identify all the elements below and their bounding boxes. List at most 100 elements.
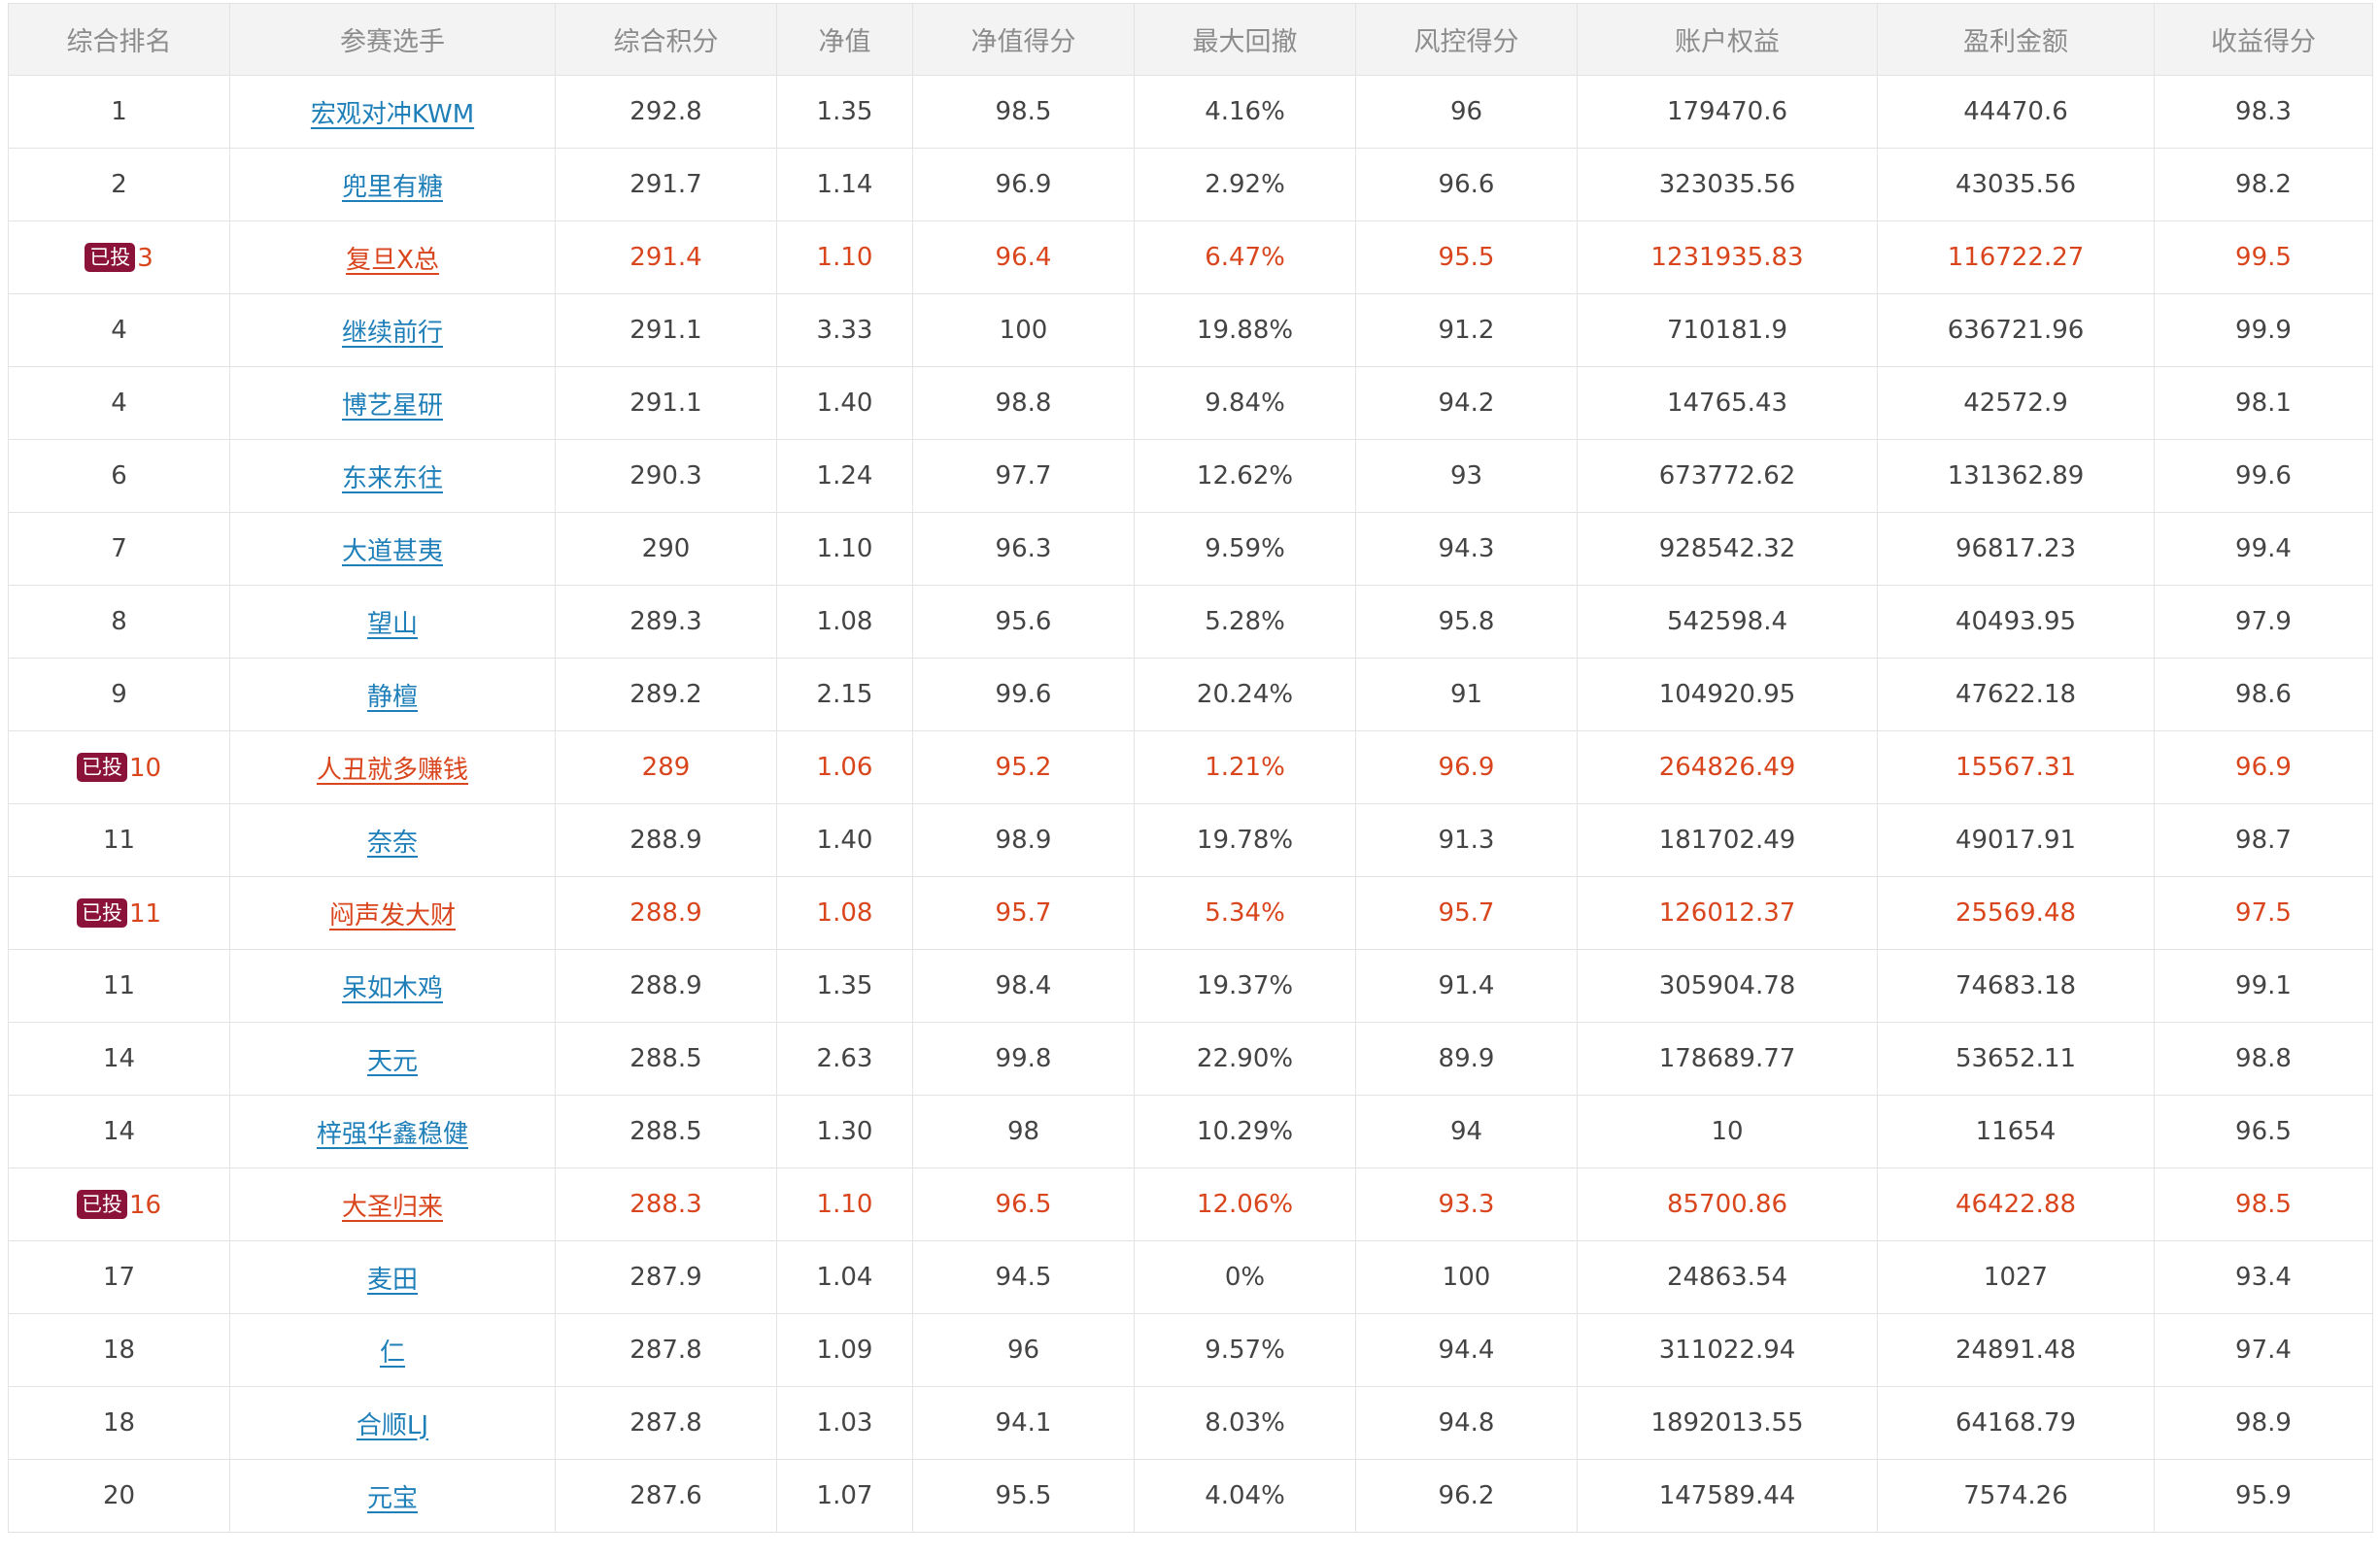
header-risk-score[interactable]: 风控得分 (1355, 3, 1578, 76)
nav-cell: 2.63 (776, 1022, 913, 1096)
player-link[interactable]: 呆如木鸡 (341, 973, 443, 1003)
nav-score-cell: 98.9 (912, 803, 1135, 877)
return-score-cell: 98.8 (2154, 1022, 2373, 1096)
return-score-cell: 98.2 (2154, 148, 2373, 221)
risk-score-cell: 91 (1355, 658, 1578, 731)
rank-value: 14 (102, 1117, 136, 1146)
return-score-cell: 97.9 (2154, 585, 2373, 659)
invested-badge: 已投 (76, 752, 127, 782)
header-profit-amount[interactable]: 盈利金额 (1877, 3, 2155, 76)
header-total-score[interactable]: 综合积分 (555, 3, 777, 76)
max-drawdown-cell: 12.62% (1134, 439, 1356, 513)
max-drawdown-cell: 10.29% (1134, 1095, 1356, 1168)
profit-amount-cell: 40493.95 (1877, 585, 2155, 659)
account-equity-cell: 323035.56 (1577, 148, 1878, 221)
rank-value: 1 (111, 97, 127, 126)
max-drawdown-cell: 9.84% (1134, 366, 1356, 440)
player-link[interactable]: 静檀 (366, 682, 418, 712)
nav-cell: 1.40 (776, 803, 913, 877)
nav-score-cell: 98.8 (912, 366, 1135, 440)
nav-score-cell: 99.8 (912, 1022, 1135, 1096)
player-link[interactable]: 博艺星研 (341, 390, 443, 421)
player-link[interactable]: 闷声发大财 (328, 900, 456, 931)
table-row: 4 继续前行 291.1 3.33 100 19.88% 91.2 710181… (8, 293, 2373, 367)
risk-score-cell: 93.3 (1355, 1168, 1578, 1241)
player-link[interactable]: 复旦X总 (346, 245, 439, 275)
total-score-cell: 290.3 (555, 439, 777, 513)
header-max-drawdown[interactable]: 最大回撤 (1134, 3, 1356, 76)
player-link[interactable]: 元宝 (366, 1483, 418, 1513)
account-equity-cell: 181702.49 (1577, 803, 1878, 877)
nav-cell: 1.10 (776, 220, 913, 294)
nav-score-cell: 96.3 (912, 512, 1135, 586)
rank-value: 14 (102, 1044, 136, 1073)
risk-score-cell: 94 (1355, 1095, 1578, 1168)
player-cell: 望山 (229, 585, 556, 659)
header-nav[interactable]: 净值 (776, 3, 913, 76)
rank-value: 10 (128, 753, 162, 783)
profit-amount-cell: 64168.79 (1877, 1386, 2155, 1460)
player-link[interactable]: 宏观对冲KWM (310, 99, 475, 129)
profit-amount-cell: 46422.88 (1877, 1168, 2155, 1241)
nav-score-cell: 95.2 (912, 730, 1135, 804)
player-link[interactable]: 合顺LJ (356, 1410, 429, 1440)
header-return-score[interactable]: 收益得分 (2154, 3, 2373, 76)
total-score-cell: 287.6 (555, 1459, 777, 1533)
table-row: 18 合顺LJ 287.8 1.03 94.1 8.03% 94.8 18920… (8, 1386, 2373, 1460)
header-nav-score[interactable]: 净值得分 (912, 3, 1135, 76)
player-link[interactable]: 兜里有糖 (341, 172, 443, 202)
max-drawdown-cell: 12.06% (1134, 1168, 1356, 1241)
ranking-table-container: 综合排名 参赛选手 综合积分 净值 净值得分 最大回撤 风控得分 账户权益 盈利… (8, 3, 2373, 1533)
nav-cell: 1.14 (776, 148, 913, 221)
nav-score-cell: 95.7 (912, 876, 1135, 950)
risk-score-cell: 94.3 (1355, 512, 1578, 586)
player-link[interactable]: 望山 (366, 609, 418, 639)
player-link[interactable]: 东来东往 (341, 463, 443, 493)
rank-cell: 4 (8, 366, 230, 440)
player-link[interactable]: 天元 (366, 1046, 418, 1076)
profit-amount-cell: 636721.96 (1877, 293, 2155, 367)
rank-cell: 已投 10 (8, 730, 230, 804)
rank-cell: 20 (8, 1459, 230, 1533)
account-equity-cell: 673772.62 (1577, 439, 1878, 513)
nav-score-cell: 94.5 (912, 1240, 1135, 1314)
profit-amount-cell: 47622.18 (1877, 658, 2155, 731)
account-equity-cell: 178689.77 (1577, 1022, 1878, 1096)
player-link[interactable]: 仁 (379, 1337, 405, 1368)
player-cell: 闷声发大财 (229, 876, 556, 950)
max-drawdown-cell: 4.04% (1134, 1459, 1356, 1533)
profit-amount-cell: 96817.23 (1877, 512, 2155, 586)
max-drawdown-cell: 19.78% (1134, 803, 1356, 877)
total-score-cell: 291.7 (555, 148, 777, 221)
nav-cell: 1.30 (776, 1095, 913, 1168)
total-score-cell: 287.8 (555, 1313, 777, 1387)
account-equity-cell: 10 (1577, 1095, 1878, 1168)
table-row: 已投 16 大圣归来 288.3 1.10 96.5 12.06% 93.3 85… (8, 1168, 2373, 1241)
player-link[interactable]: 大圣归来 (341, 1192, 443, 1222)
rank-value: 2 (111, 170, 127, 199)
max-drawdown-cell: 0% (1134, 1240, 1356, 1314)
nav-score-cell: 99.6 (912, 658, 1135, 731)
player-link[interactable]: 奈奈 (366, 828, 418, 858)
nav-score-cell: 98.5 (912, 75, 1135, 149)
player-link[interactable]: 继续前行 (341, 318, 443, 348)
player-link[interactable]: 大道甚夷 (341, 536, 443, 566)
header-player[interactable]: 参赛选手 (229, 3, 556, 76)
player-cell: 大圣归来 (229, 1168, 556, 1241)
return-score-cell: 99.5 (2154, 220, 2373, 294)
header-account-equity[interactable]: 账户权益 (1577, 3, 1878, 76)
total-score-cell: 288.9 (555, 803, 777, 877)
account-equity-cell: 104920.95 (1577, 658, 1878, 731)
player-cell: 大道甚夷 (229, 512, 556, 586)
account-equity-cell: 1231935.83 (1577, 220, 1878, 294)
rank-cell: 9 (8, 658, 230, 731)
player-link[interactable]: 梓强华鑫稳健 (316, 1119, 468, 1149)
return-score-cell: 96.5 (2154, 1095, 2373, 1168)
player-link[interactable]: 麦田 (366, 1265, 418, 1295)
player-link[interactable]: 人丑就多赚钱 (316, 755, 468, 785)
header-rank[interactable]: 综合排名 (8, 3, 230, 76)
rank-value: 9 (111, 680, 127, 709)
nav-cell: 1.08 (776, 876, 913, 950)
profit-amount-cell: 53652.11 (1877, 1022, 2155, 1096)
nav-cell: 1.24 (776, 439, 913, 513)
